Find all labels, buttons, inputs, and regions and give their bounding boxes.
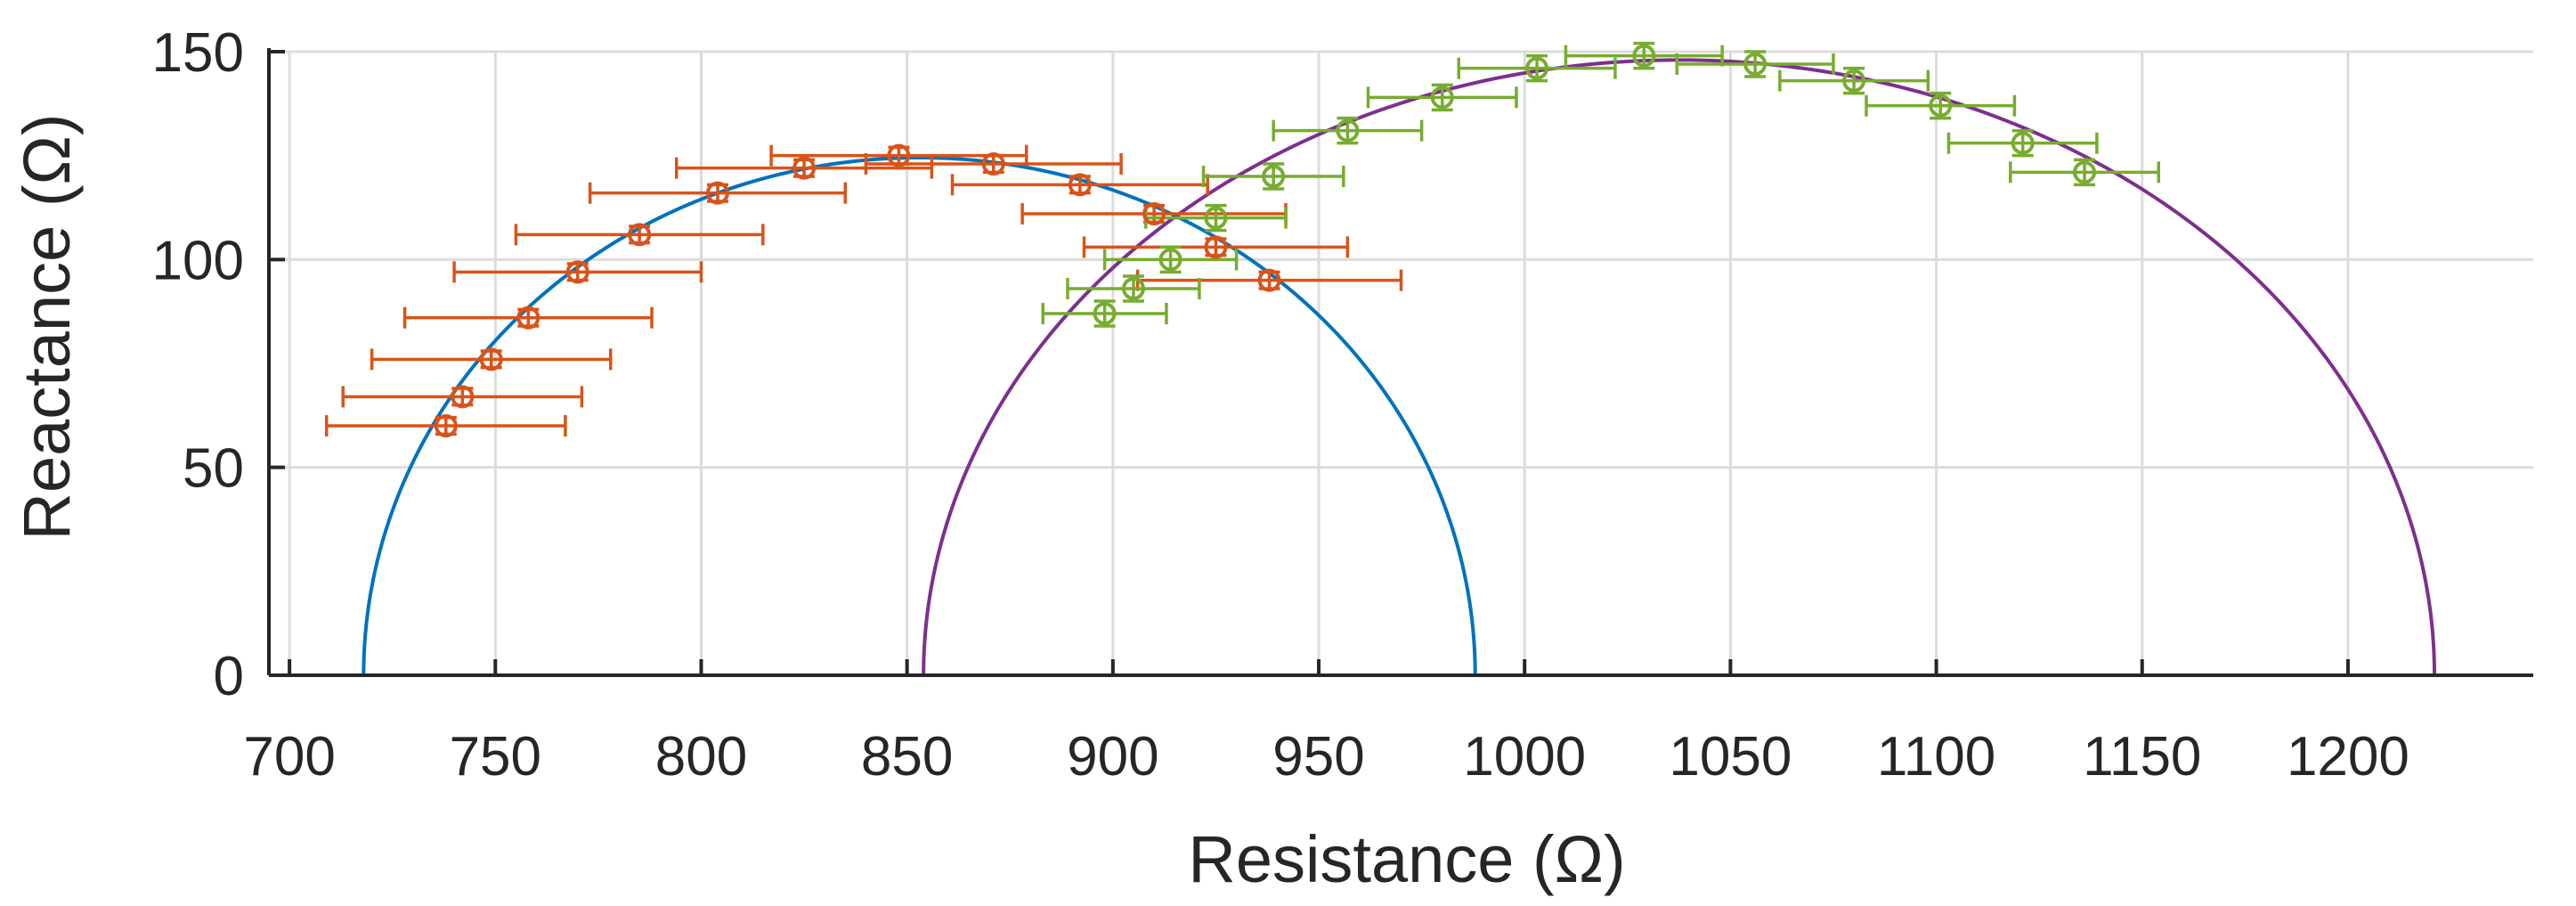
data-point-data-1 (628, 223, 652, 247)
data-point-data-1 (1204, 235, 1228, 259)
x-tick-label: 900 (1067, 726, 1158, 788)
data-point-data-1 (479, 347, 503, 371)
data-point-data-1 (981, 152, 1005, 175)
x-tick-label: 1050 (1669, 726, 1792, 788)
x-tick-label: 950 (1272, 726, 1364, 788)
data-point-data-2 (2011, 131, 2035, 155)
data-point-data-1 (792, 156, 817, 180)
error-bars (324, 41, 2160, 437)
y-tick-label: 50 (183, 438, 244, 500)
x-tick-label: 750 (450, 726, 541, 788)
data-point-data-2 (1743, 53, 1767, 76)
data-point-data-2 (1262, 165, 1286, 188)
y-tick-label: 150 (152, 22, 244, 84)
x-tick-label: 850 (861, 726, 953, 788)
x-tick-label: 1150 (2083, 726, 2201, 788)
x-axis-label: Resistance (Ω) (1188, 822, 1625, 896)
data-point-data-2 (2073, 160, 2097, 184)
data-point-data-2 (1336, 118, 1360, 143)
data-point-data-2 (1121, 277, 1145, 300)
data-point-data-1 (1142, 202, 1166, 225)
y-tick-label: 100 (152, 230, 244, 291)
fit-curve-fit-2 (922, 58, 2437, 676)
data-point-data-1 (516, 306, 540, 330)
data-point-data-1 (705, 181, 729, 205)
data-point-data-1 (887, 143, 911, 167)
y-axis-label: Reactance (Ω) (10, 114, 84, 541)
data-point-data-2 (1842, 69, 1866, 93)
data-point-data-1 (565, 260, 589, 284)
x-tick-label: 1200 (2287, 726, 2409, 788)
x-tick-label: 1000 (1463, 726, 1586, 788)
x-tick-label: 700 (243, 726, 335, 788)
axes (267, 48, 2533, 677)
x-tick-label: 1100 (1877, 726, 1995, 788)
data-point-data-2 (1430, 86, 1454, 110)
data-point-data-2 (1525, 56, 1549, 80)
data-point-data-2 (1929, 94, 1953, 118)
y-tick-label: 0 (214, 646, 244, 707)
data-point-data-2 (1632, 44, 1656, 68)
tick-labels: 700 750 800 850 900 950 1000 1050 1100 1150 1200 0 5… (152, 22, 2409, 788)
data-point-data-2 (1093, 302, 1117, 325)
data-point-data-1 (1257, 268, 1281, 292)
data-point-data-2 (1204, 206, 1228, 230)
data-point-data-1 (434, 414, 458, 437)
data-point-data-1 (1068, 173, 1092, 197)
fit-curves (362, 58, 2437, 676)
data-points (434, 44, 2097, 437)
x-tick-label: 800 (655, 726, 747, 788)
data-point-data-2 (1158, 248, 1182, 272)
grid-lines (269, 50, 2533, 677)
data-point-data-1 (451, 385, 475, 409)
